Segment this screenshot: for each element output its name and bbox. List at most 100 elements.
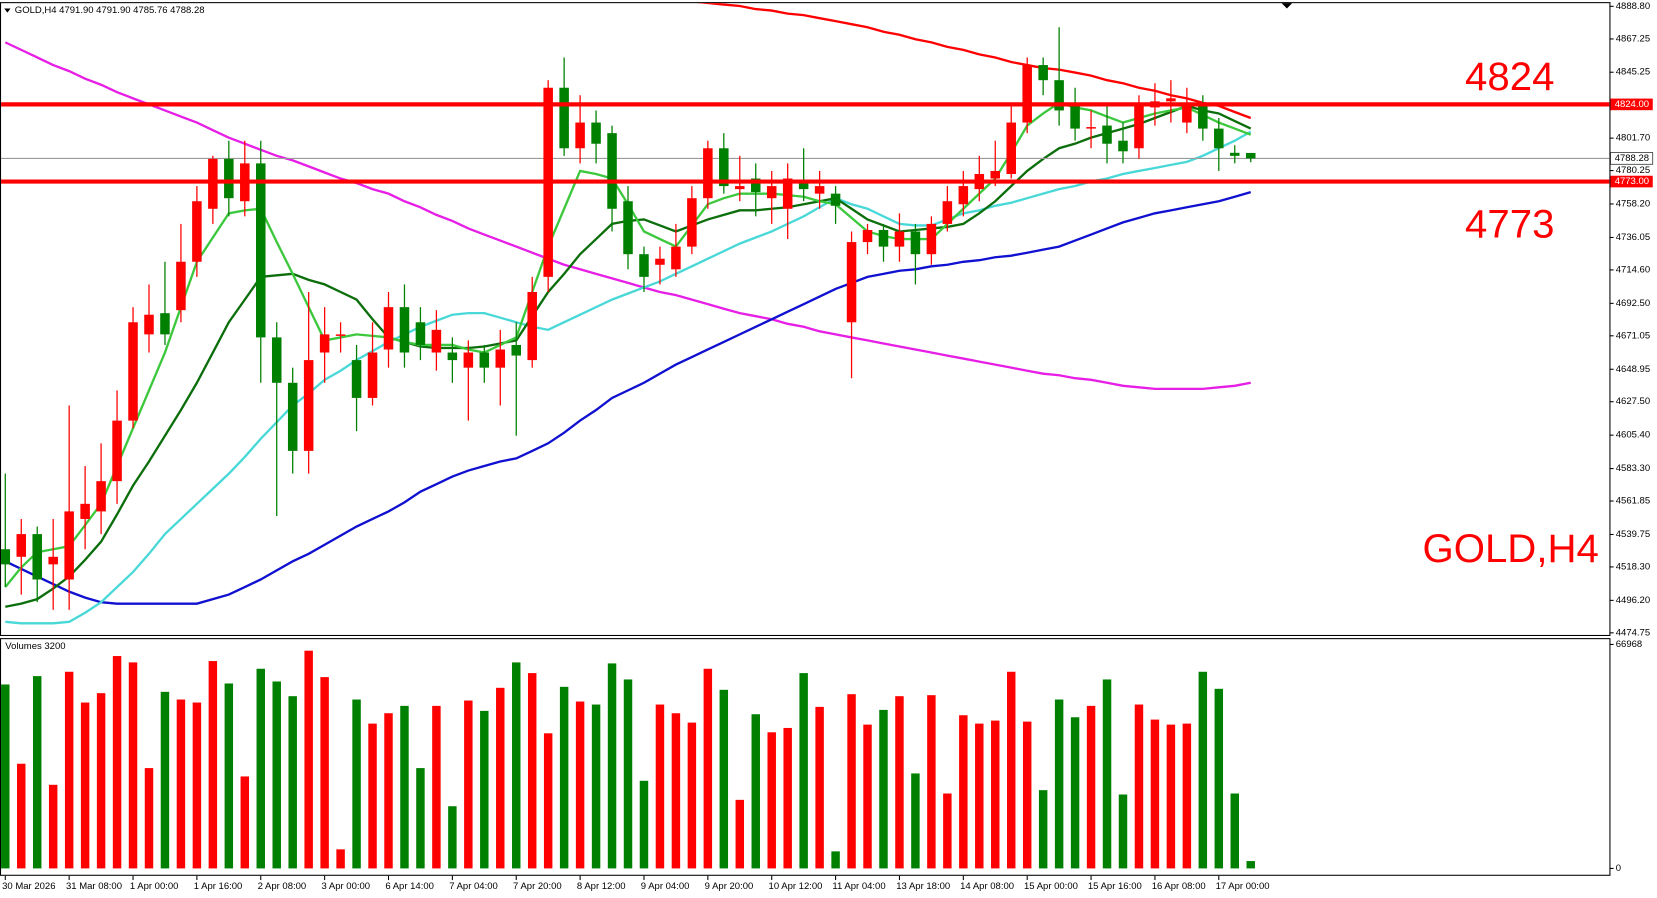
candle-body [367,352,378,398]
candle-body [16,534,27,557]
y-tick-label: 4518.30 [1616,561,1650,572]
candle-body [271,337,282,383]
annotation: 4824 [1465,54,1554,99]
volume-bar [1022,721,1032,869]
y-tick-label: 4474.75 [1616,627,1650,638]
x-tick-label: 15 Apr 16:00 [1088,881,1142,892]
volume-bar [767,732,776,869]
candle-body [80,503,90,519]
x-tick-label: 9 Apr 20:00 [705,881,754,892]
candle-body [527,292,537,361]
candle-body [1086,127,1096,129]
volume-bar [815,706,824,869]
volume-bar [80,702,90,869]
volume-bar [160,691,170,869]
candle-body [48,556,58,565]
level-box [1610,98,1653,111]
volume-bar [1134,704,1144,869]
x-tick-label: 9 Apr 04:00 [641,881,690,892]
candle-body [623,201,633,255]
candle-body [1166,98,1176,102]
volume-bar [1166,724,1176,869]
volume-bar [64,671,74,869]
candle-body [32,534,42,580]
y-tick-label: 4714.60 [1616,264,1650,275]
x-tick-label: 8 Apr 12:00 [577,881,626,892]
volume-bar [48,784,58,869]
volume-bar [975,723,984,869]
volume-bar [1150,719,1160,869]
candle-body [64,511,74,580]
candle-body [399,307,410,353]
candle-body [479,352,490,368]
candle-body [128,322,138,421]
volume-bar [639,780,649,869]
candle-body [575,122,585,149]
candle-body [750,178,761,193]
y-tick-label: 4561.85 [1616,496,1650,507]
candle-body [495,349,506,368]
volume-bar [352,699,361,869]
volume-bar [464,700,473,869]
volume-bar [256,668,265,869]
y-tick-label: 4583.30 [1616,463,1650,474]
volume-bar [512,662,521,869]
candle-body [559,87,569,149]
volume-bar [783,727,792,869]
y-tick-label: 4539.75 [1616,529,1650,540]
candle-body [782,178,793,209]
volume-bar [112,656,122,869]
candle-body [447,352,458,361]
candle-body [1022,65,1032,123]
y-tick-label: 4758.20 [1616,198,1650,209]
candle-body [990,170,1001,179]
candle-body [1038,65,1048,81]
annotation: GOLD,H4 [1422,526,1598,571]
price-panel [0,2,1611,636]
candle-body [176,261,186,311]
candle-body [224,158,234,199]
volume-bar [17,763,26,869]
candle-body [942,201,953,224]
candle-body [1118,140,1128,152]
y-tick-label: 4801.70 [1616,133,1650,144]
volume-bar [703,668,713,869]
volume-bar [128,662,138,869]
candle-body [1102,125,1112,144]
volume-bar [1118,794,1128,869]
candle-body [862,229,873,243]
volume-bar [496,687,505,869]
x-tick-label: 14 Apr 08:00 [960,881,1014,892]
volume-bar [368,723,377,869]
candle-body [351,360,362,398]
candle-body [1,549,11,565]
candle-body [1230,152,1240,156]
candle-body [639,254,649,277]
volume-bar [96,693,106,869]
x-tick-label: 7 Apr 04:00 [449,881,498,892]
y-tick-label: 4736.05 [1616,232,1650,243]
candle-body [144,314,154,335]
volume-bar [1214,688,1224,869]
volume-bar [1102,679,1112,869]
x-tick-label: 6 Apr 14:00 [385,881,434,892]
x-tick-label: 1 Apr 16:00 [194,881,243,892]
volume-bar [735,799,745,869]
volume-bar [1,684,10,869]
volume-bar [607,663,617,869]
candle-body [1198,102,1208,129]
annotation: 4773 [1465,202,1554,247]
x-tick-label: 11 Apr 04:00 [832,881,885,892]
level-label: 4824.00 [1615,99,1649,110]
y-tick-label: 4671.05 [1616,330,1650,341]
volume-bar [32,676,42,869]
candle-body [463,352,474,368]
y-tick-label: 4867.25 [1616,33,1650,44]
volume-bar [1246,861,1255,869]
candle-body [814,186,825,194]
y-tick-label: 4648.95 [1616,364,1650,375]
volume-bar [432,705,441,869]
candle-body [1006,122,1016,174]
